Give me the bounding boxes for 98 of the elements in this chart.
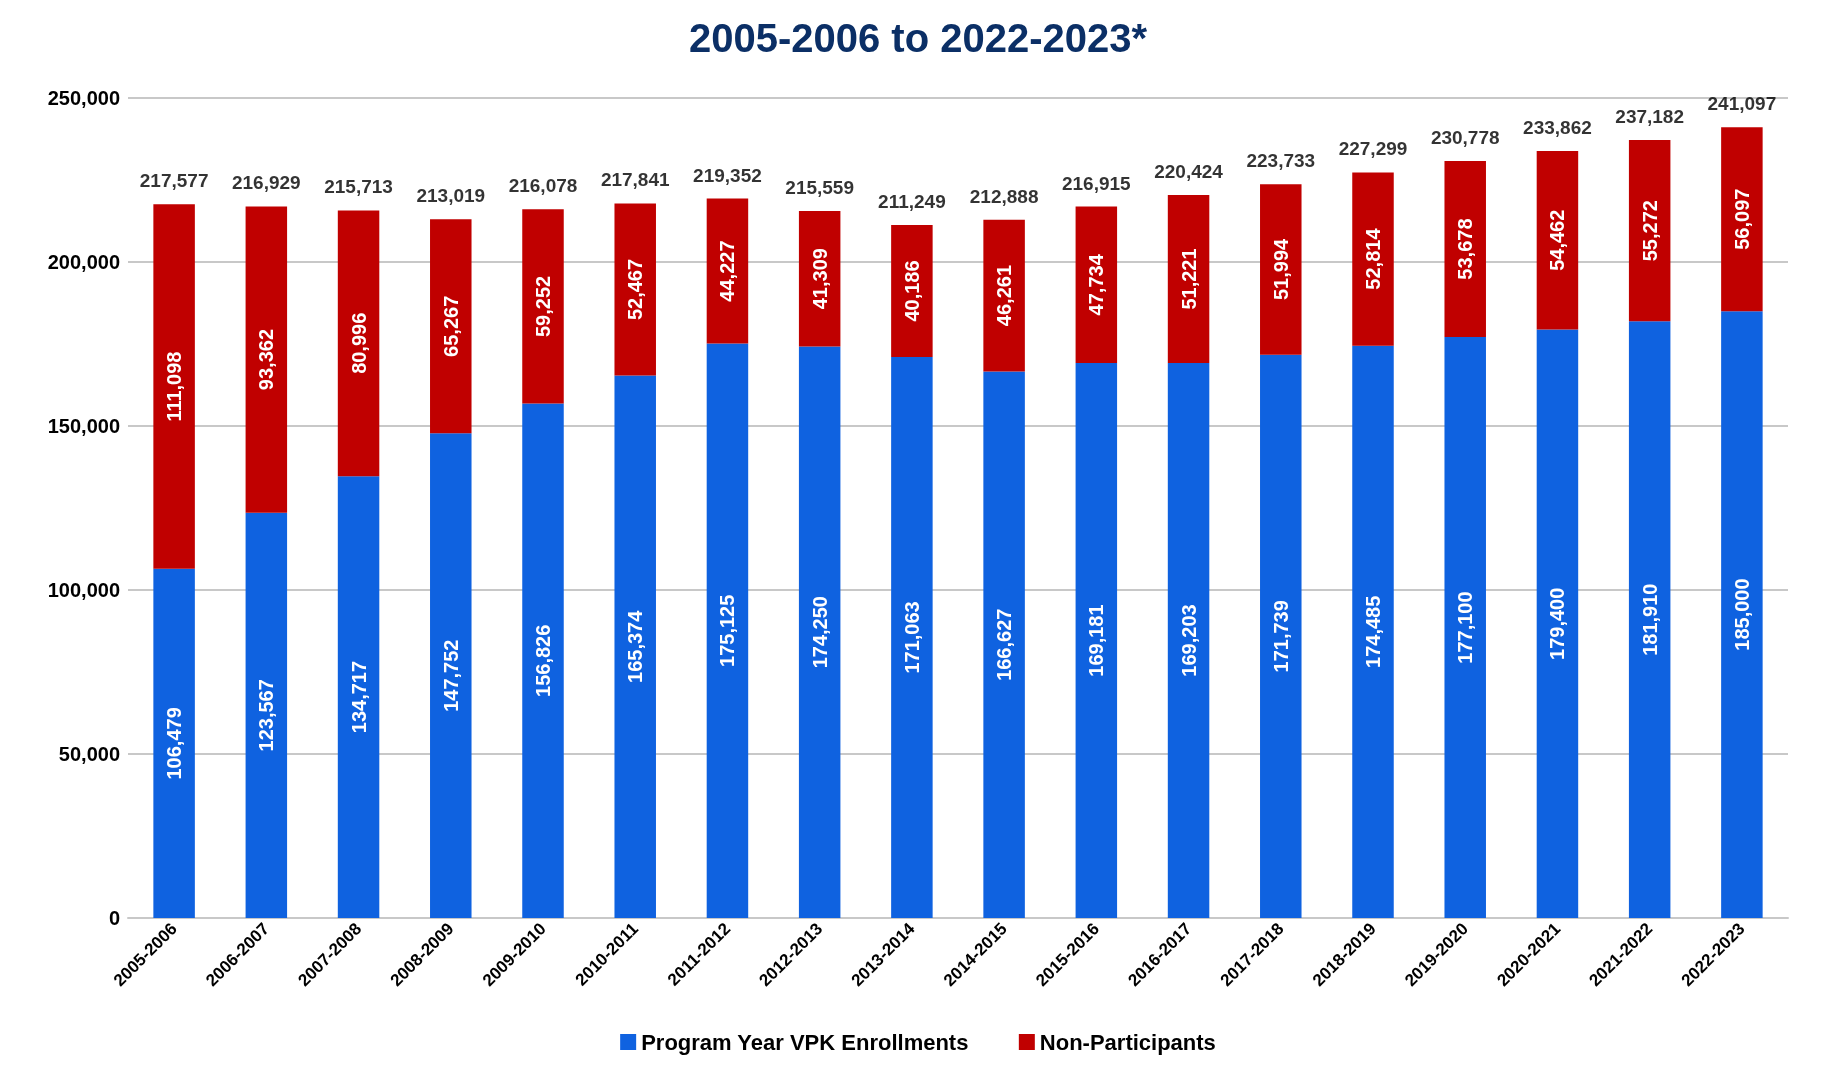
bar — [798, 346, 841, 918]
bar — [1167, 195, 1210, 364]
y-tick-label: 100,000 — [47, 579, 120, 601]
data-label: 179,400 — [1546, 587, 1569, 660]
total-label: 215,713 — [324, 176, 393, 198]
y-tick-label: 0 — [108, 907, 120, 929]
data-label: 156,826 — [532, 624, 554, 697]
total-label: 216,078 — [508, 175, 578, 197]
bar — [153, 204, 195, 569]
total-label: 216,915 — [1061, 172, 1132, 194]
bar — [153, 568, 195, 918]
data-label: 169,203 — [1177, 604, 1200, 677]
bar — [891, 225, 933, 357]
data-label: 181,910 — [1638, 583, 1661, 656]
bar — [1721, 127, 1763, 312]
bar — [1628, 140, 1671, 322]
bar — [1260, 184, 1302, 355]
data-label: 171,739 — [1269, 600, 1292, 673]
bar — [1536, 150, 1579, 330]
bar — [1167, 363, 1210, 918]
bar — [1075, 206, 1118, 364]
bar — [1260, 354, 1302, 918]
y-tick-label: 200,000 — [47, 251, 120, 273]
bar — [983, 219, 1025, 372]
chart-title: 2005-2006 to 2022-2023* — [688, 16, 1148, 60]
bar — [1444, 337, 1486, 918]
data-label: 51,994 — [1269, 237, 1292, 301]
bar — [891, 356, 933, 918]
bar — [245, 512, 288, 918]
data-label: 59,252 — [532, 275, 554, 338]
total-label: 217,841 — [600, 169, 670, 191]
bar — [614, 203, 656, 376]
bar — [706, 198, 749, 344]
data-label: 41,309 — [808, 248, 831, 310]
total-label: 217,577 — [139, 170, 209, 192]
bar — [1444, 161, 1486, 338]
total-label: 241,097 — [1707, 93, 1777, 115]
y-tick-label: 50,000 — [58, 743, 120, 765]
data-label: 51,221 — [1177, 248, 1200, 310]
bar — [706, 343, 749, 918]
bar — [1536, 329, 1579, 918]
data-label: 47,734 — [1085, 253, 1108, 316]
bar — [1352, 172, 1394, 346]
data-label: 171,063 — [900, 601, 923, 674]
total-label: 215,559 — [785, 176, 855, 198]
bar — [522, 403, 564, 918]
bar — [1352, 345, 1394, 918]
bar — [1721, 311, 1763, 918]
total-label: 227,299 — [1338, 138, 1408, 160]
data-label: 165,374 — [624, 609, 647, 683]
data-label: 166,627 — [993, 608, 1016, 681]
bar — [983, 371, 1025, 918]
bar — [337, 210, 380, 477]
total-label: 233,862 — [1523, 116, 1592, 138]
data-label: 106,479 — [163, 707, 186, 780]
legend-label: Non-Participants — [1039, 1029, 1216, 1055]
data-label: 111,098 — [163, 351, 186, 422]
y-tick-label: 150,000 — [47, 415, 120, 437]
data-label: 52,467 — [624, 258, 647, 321]
total-label: 220,424 — [1154, 161, 1224, 183]
data-label: 147,752 — [439, 639, 462, 712]
data-label: 80,996 — [347, 312, 370, 374]
data-label: 65,267 — [439, 295, 462, 357]
bar — [430, 433, 472, 918]
data-label: 174,485 — [1362, 595, 1384, 668]
total-label: 230,778 — [1430, 127, 1500, 149]
data-label: 54,462 — [1546, 209, 1569, 271]
data-label: 174,250 — [808, 596, 831, 669]
bar — [245, 206, 288, 513]
data-label: 169,181 — [1085, 604, 1108, 677]
bar — [522, 209, 564, 404]
total-label: 216,929 — [231, 172, 301, 194]
total-label: 213,019 — [416, 185, 486, 207]
legend-label: Program Year VPK Enrollments — [641, 1029, 969, 1055]
data-label: 55,272 — [1638, 200, 1661, 262]
data-label: 56,097 — [1730, 188, 1753, 250]
data-label: 53,678 — [1454, 218, 1477, 280]
total-label: 211,249 — [878, 191, 946, 213]
total-label: 212,888 — [969, 185, 1039, 207]
data-label: 52,814 — [1362, 227, 1384, 290]
data-label: 177,100 — [1454, 591, 1477, 664]
bar — [1628, 321, 1671, 918]
total-label: 237,182 — [1615, 106, 1685, 128]
y-tick-label: 250,000 — [47, 87, 120, 109]
data-label: 40,186 — [900, 260, 923, 322]
bar — [614, 375, 656, 918]
bar — [1075, 363, 1118, 918]
data-label: 134,717 — [347, 660, 370, 734]
total-label: 219,352 — [693, 164, 762, 186]
data-label: 93,362 — [255, 329, 278, 391]
data-label: 175,125 — [716, 594, 739, 667]
data-label: 46,261 — [993, 265, 1016, 327]
bar — [337, 476, 380, 918]
total-label: 223,733 — [1246, 150, 1316, 172]
bar — [430, 219, 472, 434]
data-label: 44,227 — [716, 240, 739, 302]
data-label: 123,567 — [255, 679, 278, 752]
data-label: 185,000 — [1730, 578, 1753, 651]
